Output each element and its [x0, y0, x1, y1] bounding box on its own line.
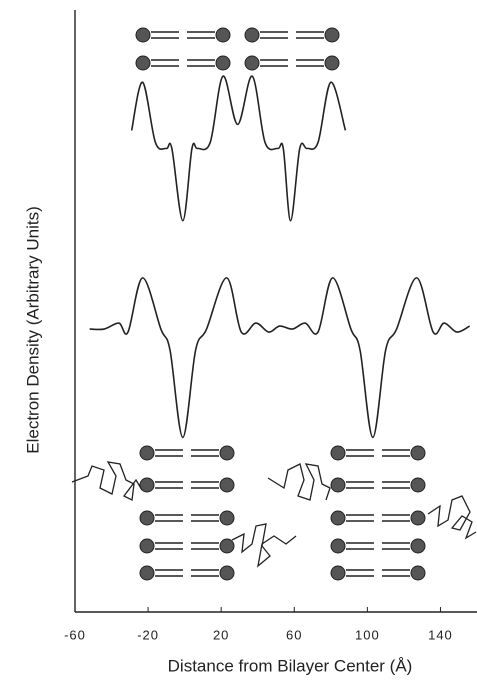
density-curve	[130, 75, 347, 222]
protein	[427, 495, 477, 540]
lipid-schematic-bottom	[71, 445, 477, 581]
x-tick-label: -60	[64, 627, 86, 642]
lipid	[330, 538, 426, 554]
x-tick-label: 20	[213, 627, 229, 642]
x-axis-title: Distance from Bilayer Center (Å)	[168, 656, 413, 675]
lipid	[244, 55, 340, 71]
density-curve	[89, 277, 471, 439]
lipid	[139, 538, 235, 554]
lipid	[330, 477, 426, 493]
lipid	[139, 477, 235, 493]
lipid	[330, 445, 426, 461]
lipid-schematic-top	[135, 27, 340, 71]
lipid	[330, 565, 426, 581]
x-tick-label: 140	[428, 627, 453, 642]
lipid	[139, 445, 235, 461]
lipid	[135, 27, 231, 43]
x-tick-label: 60	[286, 627, 302, 642]
x-tick-label: -20	[137, 627, 159, 642]
protein	[267, 463, 331, 501]
protein	[71, 461, 143, 501]
x-tick-label: 100	[355, 627, 380, 642]
y-axis-title: Electron Density (Arbitrary Units)	[23, 206, 42, 454]
lipid	[139, 565, 235, 581]
lipid	[244, 27, 340, 43]
lipid	[139, 510, 235, 526]
protein	[231, 523, 297, 568]
lipid	[135, 55, 231, 71]
lipid	[330, 510, 426, 526]
